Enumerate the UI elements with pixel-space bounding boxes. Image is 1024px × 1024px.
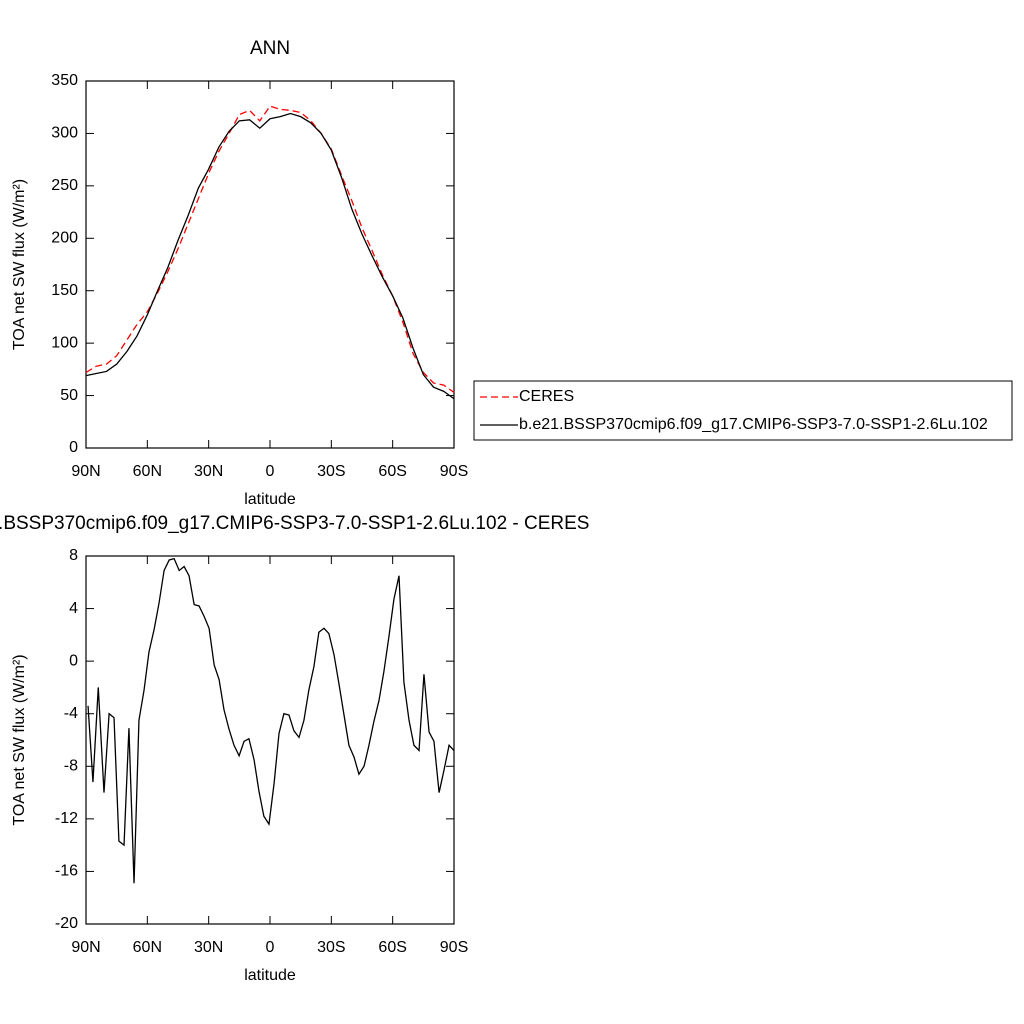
- x-tick-label: 60S: [378, 463, 406, 480]
- series-line: [87, 557, 455, 884]
- y-axis-label: TOA net SW flux (W/m²): [11, 179, 28, 350]
- y-tick-label: 150: [51, 282, 78, 299]
- legend-label: CERES: [519, 388, 574, 405]
- y-tick-label: 0: [69, 652, 78, 669]
- x-tick-label: 60N: [133, 939, 162, 956]
- x-tick-label: 90S: [440, 939, 468, 956]
- x-tick-label: 0: [266, 463, 275, 480]
- x-tick-label: 30S: [317, 463, 345, 480]
- y-tick-label: 4: [69, 600, 78, 617]
- y-tick-label: 100: [51, 334, 78, 351]
- x-tick-label: 60S: [378, 939, 406, 956]
- x-tick-label: 0: [266, 939, 275, 956]
- legend-label: b.e21.BSSP370cmip6.f09_g17.CMIP6-SSP3-7.…: [519, 416, 988, 433]
- y-tick-label: 8: [69, 547, 78, 564]
- y-tick-label: 350: [51, 72, 78, 89]
- x-axis-label: latitude: [244, 491, 296, 508]
- x-tick-label: 90S: [440, 463, 468, 480]
- plot-frame: [85, 80, 455, 449]
- x-tick-label: 90N: [71, 939, 100, 956]
- y-tick-label: 0: [69, 439, 78, 456]
- legend-box: [473, 380, 1013, 441]
- chart-title: ANN: [250, 38, 290, 59]
- x-tick-label: 60N: [133, 463, 162, 480]
- y-tick-label: -20: [55, 915, 78, 932]
- y-tick-label: -16: [55, 863, 78, 880]
- x-tick-label: 30S: [317, 939, 345, 956]
- x-tick-label: 30N: [194, 463, 223, 480]
- plot-frame: [85, 555, 455, 925]
- chart-title: b.e21.BSSP370cmip6.f09_g17.CMIP6-SSP3-7.…: [0, 513, 589, 534]
- x-tick-label: 90N: [71, 463, 100, 480]
- y-tick-label: 200: [51, 230, 78, 247]
- y-tick-label: -12: [55, 810, 78, 827]
- y-tick-label: -8: [64, 758, 78, 775]
- y-tick-label: 250: [51, 177, 78, 194]
- series-line: [85, 112, 455, 400]
- y-axis-label: TOA net SW flux (W/m²): [11, 654, 28, 825]
- x-axis-label: latitude: [244, 967, 296, 984]
- x-tick-label: 30N: [194, 939, 223, 956]
- y-tick-label: -4: [64, 705, 78, 722]
- y-tick-label: 50: [60, 387, 78, 404]
- y-tick-label: 300: [51, 125, 78, 142]
- series-line: [85, 105, 455, 393]
